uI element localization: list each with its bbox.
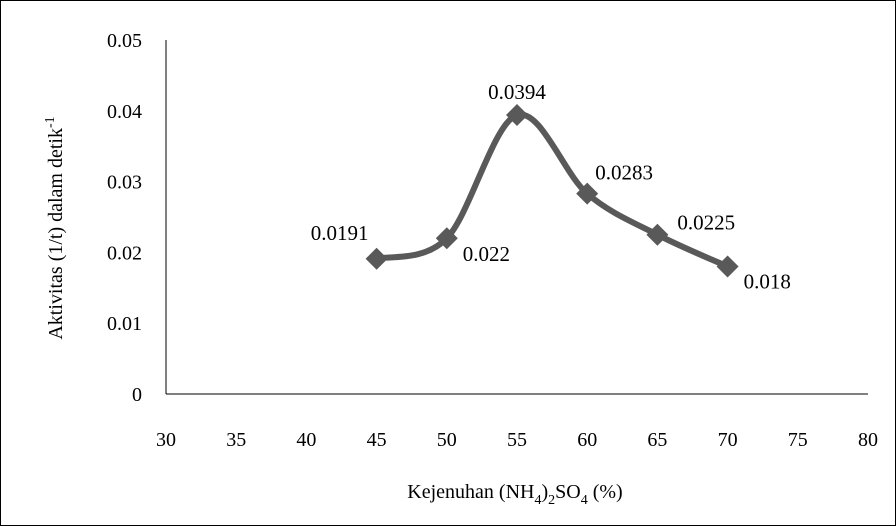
series-line bbox=[373, 111, 731, 270]
x-tick-label: 40 bbox=[296, 429, 316, 451]
y-tick-label: 0.05 bbox=[107, 30, 142, 52]
x-tick-label: 80 bbox=[858, 429, 878, 451]
x-tick-label: 60 bbox=[577, 429, 597, 451]
data-label: 0.018 bbox=[744, 270, 791, 294]
data-label: 0.0225 bbox=[677, 211, 735, 235]
diamond-marker bbox=[435, 227, 458, 250]
x-tick-label: 35 bbox=[226, 429, 246, 451]
x-tick-labels: 30 35 40 45 50 55 60 65 70 75 80 bbox=[156, 429, 878, 451]
data-label: 0.022 bbox=[463, 242, 510, 266]
x-tick-label: 50 bbox=[437, 429, 457, 451]
data-label: 0.0283 bbox=[595, 161, 653, 185]
x-tick-label: 45 bbox=[367, 429, 387, 451]
data-label-group: 0.0191 0.022 0.0394 0.0283 0.0225 0.018 bbox=[311, 80, 791, 294]
diamond-marker bbox=[365, 247, 388, 270]
diamond-marker bbox=[506, 104, 528, 127]
y-axis-title: Aktivitas (1/t) dalam detik-1 bbox=[43, 116, 67, 339]
diamond-marker bbox=[716, 255, 739, 278]
x-tick-label: 65 bbox=[647, 429, 667, 451]
x-tick-label: 30 bbox=[156, 429, 176, 451]
diamond-marker bbox=[646, 223, 669, 246]
y-tick-label: 0.01 bbox=[107, 313, 142, 335]
marker-group bbox=[365, 104, 739, 278]
x-axis-title: Kejenuhan (NH4)2SO4 (%) bbox=[407, 481, 622, 508]
y-tick-label: 0 bbox=[132, 384, 142, 406]
y-tick-label: 0.03 bbox=[107, 172, 142, 194]
x-tick-label: 75 bbox=[788, 429, 808, 451]
diamond-marker bbox=[576, 182, 599, 205]
y-tick-label: 0.04 bbox=[107, 101, 142, 123]
x-tick-label: 55 bbox=[507, 429, 527, 451]
y-tick-label: 0.02 bbox=[107, 242, 142, 264]
x-tick-label: 70 bbox=[718, 429, 738, 451]
data-label: 0.0191 bbox=[311, 221, 369, 245]
series-line-group bbox=[373, 111, 731, 270]
data-label: 0.0394 bbox=[488, 80, 546, 104]
axes bbox=[165, 40, 868, 395]
y-tick-labels: 0 0.01 0.02 0.03 0.04 0.05 bbox=[107, 30, 142, 406]
